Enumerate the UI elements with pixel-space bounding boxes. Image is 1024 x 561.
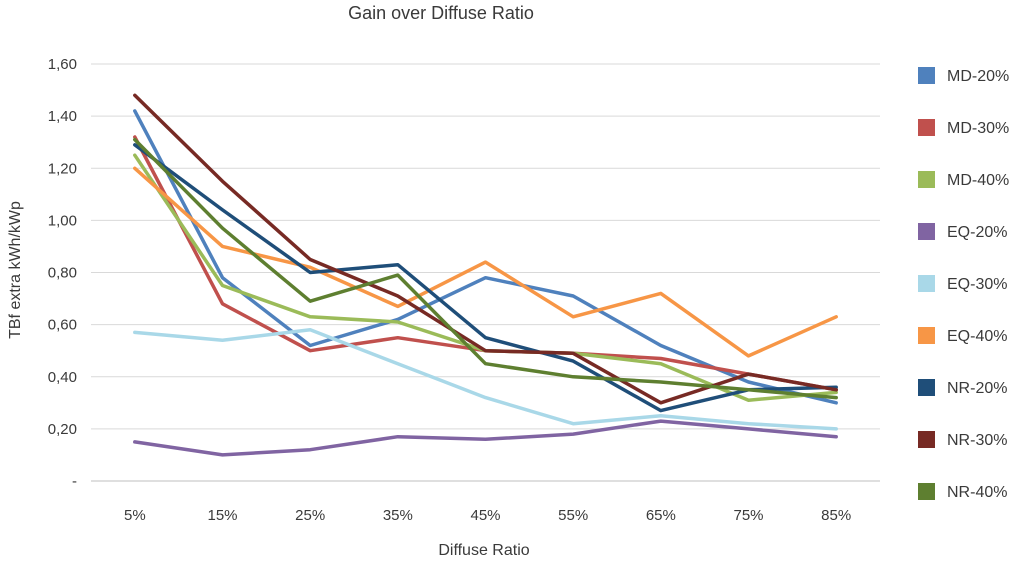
y-tick-label: 0,80 bbox=[48, 265, 77, 282]
y-tick-label: 1,60 bbox=[48, 56, 77, 73]
legend-label: MD-40% bbox=[947, 172, 1009, 189]
series-line-eq-30pct bbox=[133, 328, 838, 431]
y-tick-label: 0,40 bbox=[48, 369, 77, 386]
y-tick-label: - bbox=[72, 473, 77, 490]
x-tick-label: 75% bbox=[733, 507, 763, 524]
x-tick-label: 15% bbox=[207, 507, 237, 524]
series-line-nr-40pct bbox=[133, 137, 838, 400]
x-tick-label: 35% bbox=[383, 507, 413, 524]
chart-title: Gain over Diffuse Ratio bbox=[348, 3, 534, 23]
x-tick-label: 45% bbox=[470, 507, 500, 524]
x-tick-label: 25% bbox=[295, 507, 325, 524]
y-axis-ticks: - 0,20 0,40 0,60 0,80 1,00 1,20 1,40 1,60 bbox=[48, 56, 77, 490]
legend-swatch bbox=[918, 275, 935, 292]
legend-swatch bbox=[918, 483, 935, 500]
legend-swatch bbox=[918, 119, 935, 136]
x-axis-title: Diffuse Ratio bbox=[438, 542, 529, 559]
legend-label: EQ-30% bbox=[947, 276, 1007, 293]
y-axis-title: TBf extra kWh/kWp bbox=[7, 201, 24, 339]
y-tick-label: 1,00 bbox=[48, 212, 77, 229]
legend-item: EQ-40% bbox=[918, 327, 1007, 345]
legend-item: MD-40% bbox=[918, 171, 1009, 189]
x-axis-ticks: 5% 15% 25% 35% 45% 55% 65% 75% 85% bbox=[124, 507, 851, 524]
legend-label: NR-20% bbox=[947, 380, 1007, 397]
legend-item: EQ-30% bbox=[918, 275, 1007, 293]
x-tick-label: 5% bbox=[124, 507, 146, 524]
y-tick-label: 0,60 bbox=[48, 317, 77, 334]
series-line-md-20pct bbox=[133, 109, 838, 405]
legend-label: NR-30% bbox=[947, 432, 1007, 449]
series-line-nr-30pct bbox=[133, 93, 838, 405]
series-lines bbox=[133, 93, 838, 457]
series-line-eq-20pct bbox=[133, 419, 838, 457]
series-line-nr-20pct bbox=[133, 143, 838, 413]
y-tick-label: 0,20 bbox=[48, 421, 77, 438]
legend-item: MD-20% bbox=[918, 67, 1009, 85]
x-tick-label: 55% bbox=[558, 507, 588, 524]
legend-label: MD-30% bbox=[947, 120, 1009, 137]
legend-swatch bbox=[918, 171, 935, 188]
legend-label: NR-40% bbox=[947, 484, 1007, 501]
legend-item: NR-40% bbox=[918, 483, 1007, 501]
legend-swatch bbox=[918, 431, 935, 448]
gridlines bbox=[91, 63, 880, 482]
x-tick-label: 85% bbox=[821, 507, 851, 524]
legend-swatch bbox=[918, 67, 935, 84]
y-tick-label: 1,40 bbox=[48, 108, 77, 125]
legend-item: EQ-20% bbox=[918, 223, 1007, 241]
legend-swatch bbox=[918, 327, 935, 344]
y-tick-label: 1,20 bbox=[48, 160, 77, 177]
legend-item: NR-20% bbox=[918, 379, 1007, 397]
legend-swatch bbox=[918, 223, 935, 240]
legend-swatch bbox=[918, 379, 935, 396]
x-tick-label: 65% bbox=[646, 507, 676, 524]
legend-label: MD-20% bbox=[947, 68, 1009, 85]
legend-item: NR-30% bbox=[918, 431, 1007, 449]
legend-label: EQ-20% bbox=[947, 224, 1007, 241]
legend-item: MD-30% bbox=[918, 119, 1009, 137]
legend-label: EQ-40% bbox=[947, 328, 1007, 345]
legend: MD-20% MD-30% MD-40% EQ-20% EQ-30% EQ-40% NR-2… bbox=[918, 67, 1009, 501]
